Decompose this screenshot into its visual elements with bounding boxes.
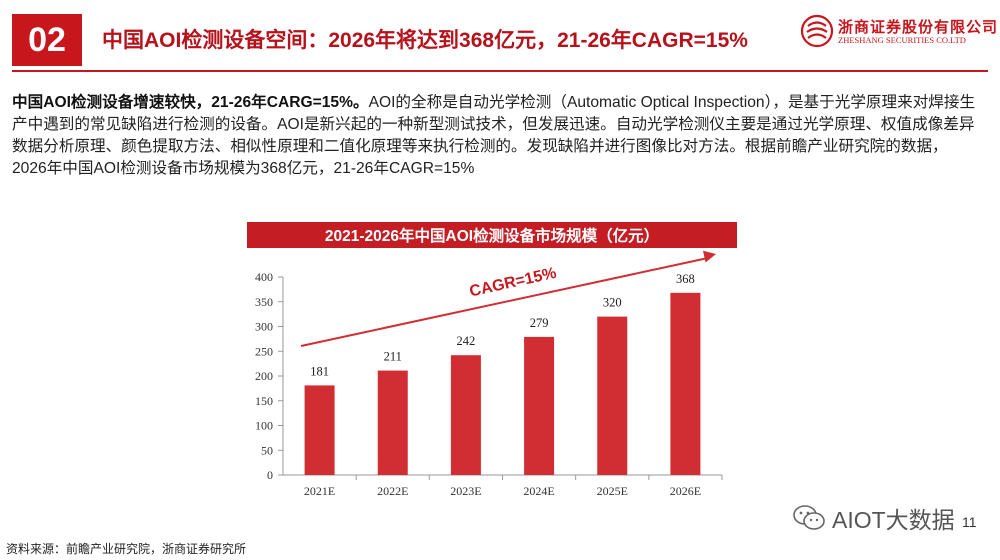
y-tick-label: 150 xyxy=(255,394,273,408)
bar-value-label: 368 xyxy=(676,272,695,286)
company-name-cn: 浙商证券股份有限公司 xyxy=(838,19,999,36)
y-tick-label: 400 xyxy=(255,270,273,284)
bar xyxy=(304,385,335,475)
bar-value-label: 181 xyxy=(310,364,329,378)
header-divider xyxy=(12,70,988,72)
page-title: 中国AOI检测设备空间：2026年将达到368亿元，21-26年CAGR=15% xyxy=(102,29,748,52)
cagr-label: CAGR=15% xyxy=(468,265,558,301)
x-tick-label: 2025E xyxy=(597,484,628,498)
y-tick-label: 300 xyxy=(255,320,273,334)
cagr-arrow-head xyxy=(702,250,716,263)
wechat-icon xyxy=(793,505,825,530)
x-tick-label: 2022E xyxy=(377,484,408,498)
section-number-badge: 02 xyxy=(12,14,82,66)
bar-value-label: 211 xyxy=(384,350,402,364)
zheshang-logo-icon xyxy=(800,14,834,48)
chart-title: 2021-2026年中国AOI检测设备市场规模（亿元） xyxy=(247,222,737,248)
y-tick-label: 250 xyxy=(255,344,273,358)
x-tick-label: 2026E xyxy=(670,484,701,498)
bar xyxy=(524,336,555,475)
intro-paragraph: 中国AOI检测设备增速较快，21-26年CARG=15%。AOI的全称是自动光学… xyxy=(12,92,982,180)
bar-value-label: 279 xyxy=(530,316,549,330)
cagr-annotation: CAGR=15% xyxy=(300,250,716,347)
bar xyxy=(670,292,701,475)
y-tick-label: 350 xyxy=(255,295,273,309)
x-axis: 2021E 2022E 2023E 2024E 2025E 2026E xyxy=(283,474,723,498)
company-logo: 浙商证券股份有限公司 ZHESHANG SECURITIES CO.LTD xyxy=(800,14,997,50)
bar xyxy=(450,355,481,475)
watermark: AIOT大数据 xyxy=(792,500,955,536)
company-name-en: ZHESHANG SECURITIES CO.LTD xyxy=(838,35,966,45)
x-tick-label: 2021E xyxy=(304,484,335,498)
x-tick-label: 2024E xyxy=(523,484,554,498)
bar-value-label: 242 xyxy=(457,334,476,348)
bar-series: 181 211 242 279 320 368 xyxy=(304,272,701,475)
intro-body: AOI的全称是自动光学检测（Automatic Optical Inspecti… xyxy=(12,94,976,177)
bar-value-label: 320 xyxy=(603,296,622,310)
watermark-text: AIOT大数据 xyxy=(832,507,955,533)
cagr-trend-arrow xyxy=(300,257,709,347)
bar xyxy=(597,316,628,475)
page-number: 11 xyxy=(962,514,977,530)
y-axis: 0 50 100 150 200 250 300 350 400 xyxy=(255,270,284,482)
x-tick-label: 2023E xyxy=(450,484,481,498)
intro-lead: 中国AOI检测设备增速较快，21-26年CARG=15%。 xyxy=(12,94,369,111)
y-tick-label: 200 xyxy=(255,369,273,383)
y-tick-label: 0 xyxy=(267,468,273,482)
y-tick-label: 100 xyxy=(255,419,273,433)
y-tick-label: 50 xyxy=(261,443,273,457)
source-note: 资料来源：前瞻产业研究院，浙商证券研究所 xyxy=(6,542,247,556)
bar xyxy=(377,370,408,475)
